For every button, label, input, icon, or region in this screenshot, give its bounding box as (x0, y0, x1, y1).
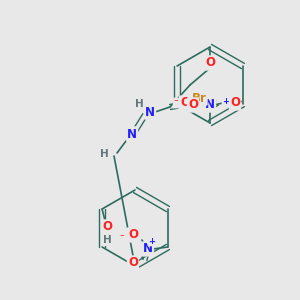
Text: H: H (99, 148, 107, 158)
Text: O: O (180, 97, 190, 110)
Text: N: N (205, 98, 215, 112)
Text: Br: Br (192, 92, 206, 104)
Text: N: N (127, 128, 137, 140)
Text: H: H (135, 99, 143, 109)
Text: H: H (103, 235, 112, 245)
Text: ⁻: ⁻ (119, 233, 124, 242)
Text: O: O (205, 56, 215, 70)
Text: +: + (223, 98, 230, 106)
Text: O: O (188, 98, 198, 112)
Text: ⁻: ⁻ (174, 98, 178, 107)
Text: O: O (128, 229, 138, 242)
Text: O: O (128, 256, 138, 269)
Text: H: H (100, 149, 108, 159)
Text: O: O (102, 220, 112, 233)
Text: O: O (230, 97, 240, 110)
Text: N: N (145, 106, 155, 118)
Text: N: N (143, 242, 153, 256)
Text: +: + (148, 236, 155, 245)
